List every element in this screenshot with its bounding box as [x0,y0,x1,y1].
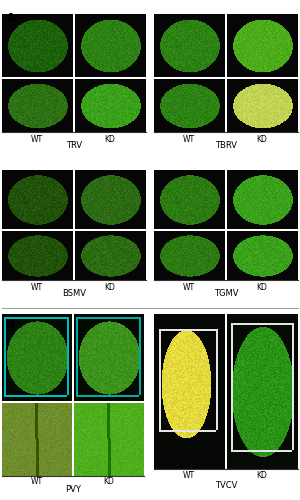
Text: WT: WT [183,282,195,292]
Text: BSMV: BSMV [62,290,86,298]
Text: TBRV: TBRV [215,142,237,150]
Text: KD: KD [103,478,114,486]
Text: B: B [6,318,16,331]
Text: WT: WT [183,134,195,143]
Text: KD: KD [256,472,267,480]
Text: TGMV: TGMV [214,290,238,298]
Text: A: A [6,12,16,25]
Text: PVY: PVY [65,484,81,494]
Text: WT: WT [31,134,43,143]
Text: KD: KD [105,134,116,143]
Text: KD: KD [256,134,267,143]
Text: WT: WT [31,282,43,292]
Text: WT: WT [31,478,43,486]
Text: WT: WT [183,472,195,480]
Text: TRV: TRV [66,142,82,150]
Text: KD: KD [256,282,267,292]
Text: TVCV: TVCV [215,480,237,490]
Text: KD: KD [105,282,116,292]
